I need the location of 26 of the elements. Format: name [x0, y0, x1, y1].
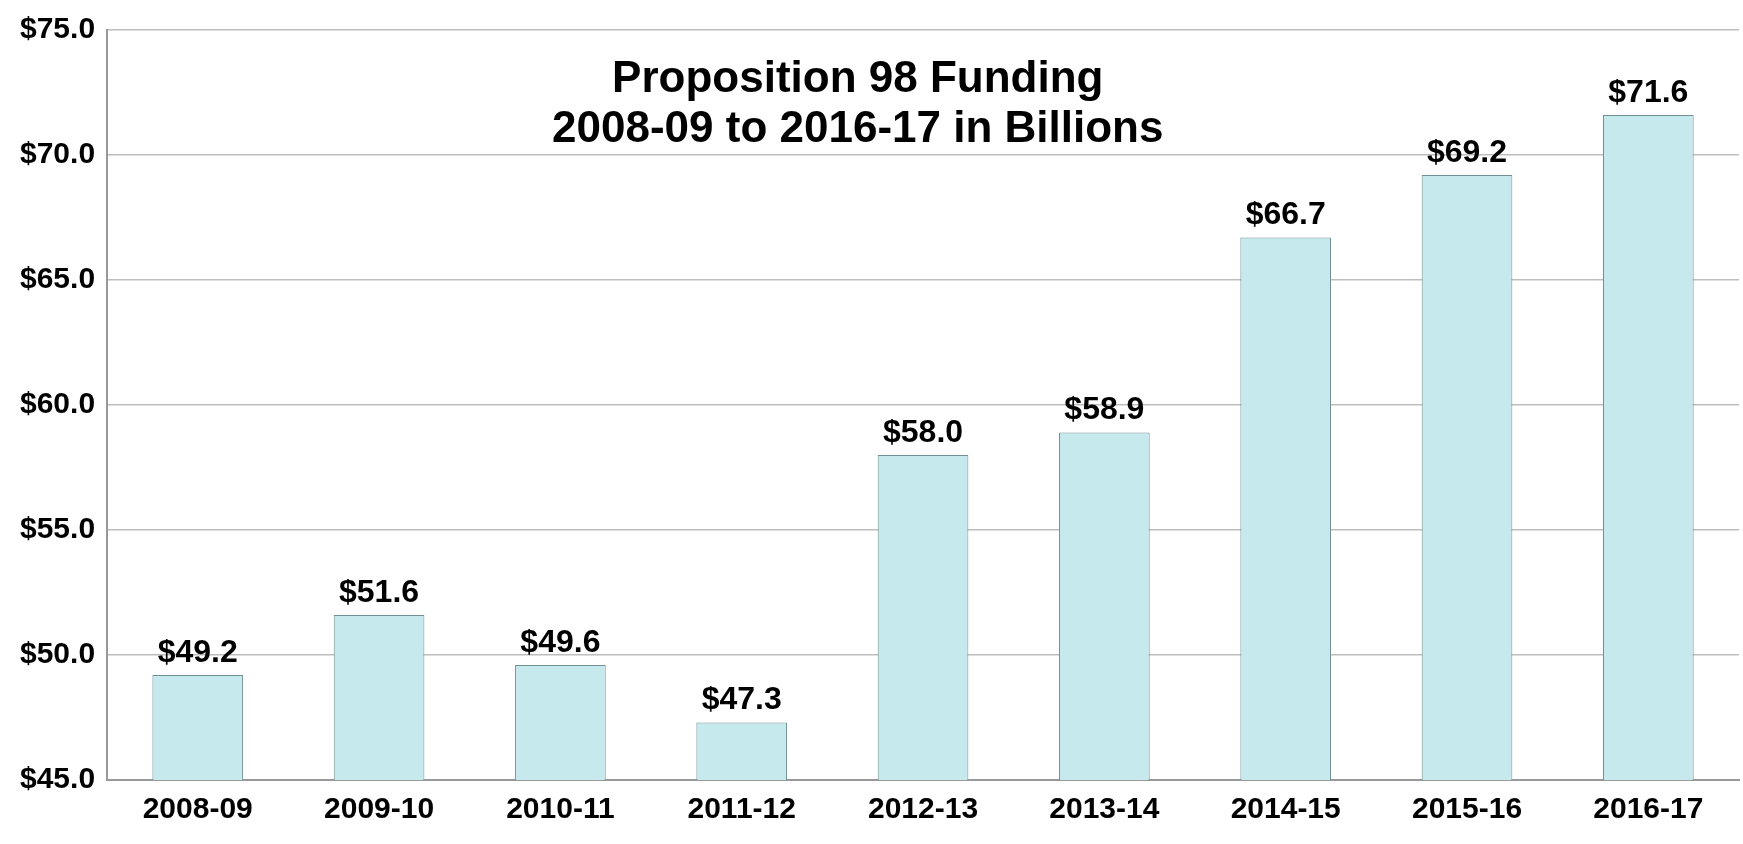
x-tick-label: 2010-11 — [506, 791, 615, 825]
data-label: $58.9 — [1064, 390, 1145, 427]
data-label: $69.2 — [1426, 132, 1508, 169]
x-tick-label: 2015-16 — [1411, 791, 1523, 825]
data-label: $49.6 — [520, 622, 601, 659]
data-label: $71.6 — [1608, 72, 1689, 109]
x-tick-label: 2014-15 — [1230, 791, 1341, 825]
y-tick-label: $75.0 — [20, 11, 96, 45]
x-tick-label: 2016-17 — [1593, 791, 1704, 825]
x-tick-label: 2011-12 — [687, 791, 796, 825]
y-tick-label: $65.0 — [20, 261, 96, 295]
y-tick-label: $70.0 — [20, 136, 96, 170]
y-tick-label: $55.0 — [20, 511, 96, 545]
data-label: $47.3 — [701, 680, 782, 717]
data-label: $49.2 — [157, 632, 238, 669]
y-tick-label: $60.0 — [20, 386, 96, 420]
data-label: $58.0 — [883, 412, 964, 449]
data-label: $66.7 — [1245, 195, 1326, 232]
x-tick-label: 2009-10 — [324, 791, 435, 825]
y-tick-label: $45.0 — [20, 761, 96, 795]
y-tick-label: $50.0 — [20, 636, 96, 670]
data-label: $51.6 — [339, 572, 420, 609]
x-tick-label: 2013-14 — [1049, 791, 1160, 825]
text: Proposition 98 Funding 2008-09 to 2016-17 in Billions — [552, 52, 1164, 152]
x-tick-label: 2012-13 — [867, 791, 979, 825]
x-tick-label: 2008-09 — [142, 791, 253, 825]
